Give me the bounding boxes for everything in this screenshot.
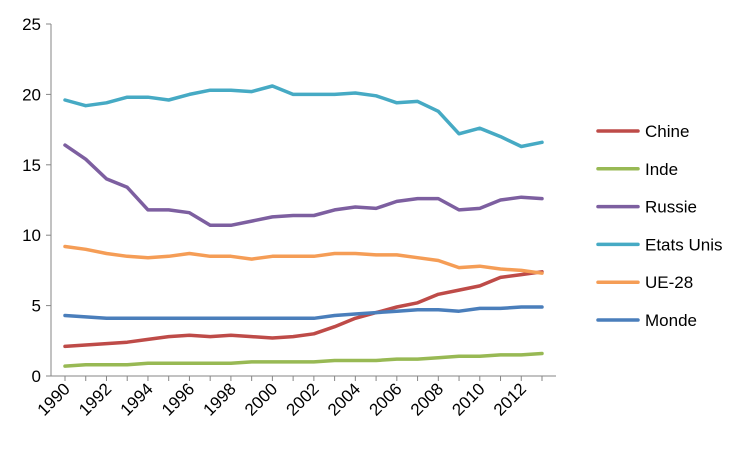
x-tick-label: 2004 <box>324 379 364 419</box>
y-tick-label: 0 <box>32 367 41 386</box>
legend-label-monde: Monde <box>645 311 697 330</box>
x-tick-label: 1998 <box>200 379 240 419</box>
x-tick-label: 1996 <box>158 379 198 419</box>
legend-label-etats-unis: Etats Unis <box>645 235 722 254</box>
x-tick-label: 2006 <box>365 379 405 419</box>
x-tick-label: 2000 <box>241 379 281 419</box>
legend-label-russie: Russie <box>645 198 697 217</box>
y-tick-label: 20 <box>22 85 41 104</box>
x-tick-label: 2002 <box>283 379 323 419</box>
series-lines <box>63 84 544 368</box>
series-line-etats-unis <box>63 84 544 149</box>
y-tick-label: 15 <box>22 156 41 175</box>
legend-label-chine: Chine <box>645 122 689 141</box>
series-line-inde <box>63 351 544 368</box>
y-tick-label: 25 <box>22 15 41 34</box>
y-tick-label: 5 <box>32 297 41 316</box>
series-line-russie <box>63 143 544 228</box>
series-line-chine <box>63 270 544 349</box>
x-tick-label: 2008 <box>407 379 447 419</box>
x-tick-label: 2012 <box>490 379 530 419</box>
series-line-monde <box>63 305 544 321</box>
x-tick-label: 1994 <box>117 379 157 419</box>
axes <box>50 24 556 377</box>
series-line-ue-28 <box>63 244 544 275</box>
x-tick-label: 2010 <box>448 379 488 419</box>
x-tick-label: 1992 <box>75 379 115 419</box>
y-tick-label: 10 <box>22 226 41 245</box>
legend-label-ue-28: UE-28 <box>645 273 693 292</box>
x-axis-ticks: 1990 1992 1994 1996 1998 2000 2002 2004 2006 2008… <box>34 376 543 420</box>
legend: Chine Inde Russie Etats Unis UE-28 Monde <box>596 122 722 330</box>
y-axis-ticks: 0 5 10 15 20 25 <box>22 15 51 386</box>
legend-label-inde: Inde <box>645 160 678 179</box>
